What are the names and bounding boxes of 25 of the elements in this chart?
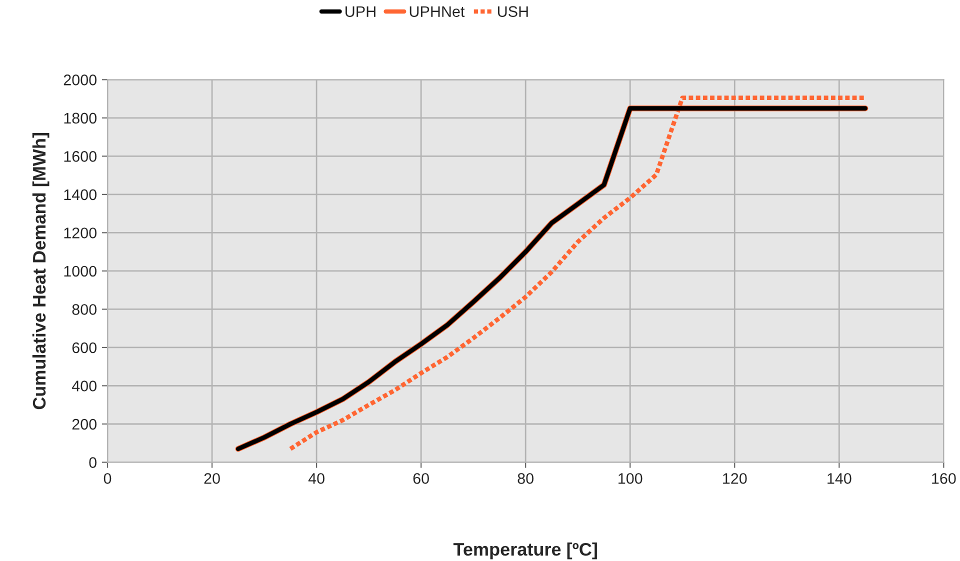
y-tick-label: 1400	[64, 189, 97, 200]
x-axis-title: Temperature [ºC]	[453, 542, 597, 560]
y-tick-label: 400	[72, 380, 97, 392]
y-tick-label: 200	[72, 418, 97, 430]
x-tick-label: 160	[932, 473, 956, 484]
y-tick-label: 1000	[64, 266, 97, 277]
y-tick-label: 800	[72, 304, 97, 315]
y-tick-label: 1600	[64, 151, 97, 162]
legend-label: USH	[498, 6, 528, 17]
y-axis-title: Cumulative Heat Demand [MWh]	[32, 133, 50, 410]
x-tick-label: 40	[308, 473, 324, 484]
x-tick-label: 120	[723, 473, 747, 484]
y-tick-label: 600	[72, 342, 97, 354]
y-tick-label: 0	[89, 457, 97, 468]
x-tick-label: 60	[413, 473, 429, 484]
y-tick-label: 1200	[64, 228, 97, 238]
x-tick-label: 140	[828, 473, 852, 484]
legend-label: UPH	[346, 6, 376, 17]
x-tick-label: 80	[518, 473, 534, 484]
x-tick-label: 0	[104, 473, 112, 484]
x-tick-label: 100	[618, 473, 642, 484]
legend-label: UPHNet	[410, 6, 465, 17]
x-tick-label: 20	[204, 473, 220, 484]
y-tick-label: 2000	[64, 74, 97, 86]
y-tick-label: 1800	[64, 112, 97, 124]
